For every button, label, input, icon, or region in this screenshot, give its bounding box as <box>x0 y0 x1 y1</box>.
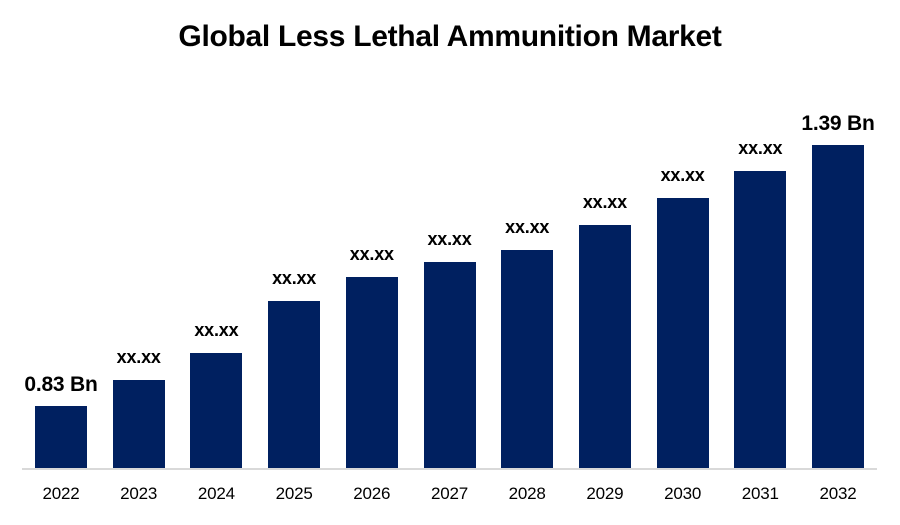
x-axis-tick-2025: 2025 <box>275 484 313 503</box>
bar-2027 <box>423 262 476 468</box>
x-axis-tick-2030: 2030 <box>664 484 702 503</box>
bar-value-placeholder-2027: xx.xx <box>427 229 472 249</box>
bar-2023 <box>112 380 165 468</box>
bar-value-label-2022: 0.83 Bn <box>24 373 98 396</box>
bar-2022 <box>35 406 87 468</box>
bar-2031 <box>734 171 787 468</box>
bar-value-placeholder-2028: xx.xx <box>505 217 550 237</box>
x-axis-tick-2029: 2029 <box>586 484 624 503</box>
bar-2025 <box>268 301 321 468</box>
bar-2029 <box>578 225 631 468</box>
bar-2028 <box>501 250 554 468</box>
x-axis-tick-2027: 2027 <box>430 484 469 503</box>
bar-value-placeholder-2026: xx.xx <box>349 244 394 264</box>
x-axis-tick-2031: 2031 <box>741 484 779 503</box>
x-axis-tick-2028: 2028 <box>508 484 546 503</box>
chart-title: Global Less Lethal Ammunition Market <box>178 20 722 53</box>
x-axis-tick-2023: 2023 <box>120 484 158 503</box>
x-axis-tick-2024: 2024 <box>197 484 235 503</box>
bar-value-placeholder-2030: xx.xx <box>660 165 705 185</box>
x-axis-line <box>22 468 877 470</box>
x-axis-tick-2026: 2026 <box>353 484 391 503</box>
bar-value-label-2032: 1.39 Bn <box>801 112 875 135</box>
bar-value-placeholder-2024: xx.xx <box>194 320 239 340</box>
bar-2032 <box>812 145 864 468</box>
bar-2026 <box>345 277 398 468</box>
bar-2030 <box>656 198 709 468</box>
bar-value-placeholder-2025: xx.xx <box>272 268 317 288</box>
bar-2024 <box>190 353 243 468</box>
bar-value-placeholder-2029: xx.xx <box>582 192 627 212</box>
bar-value-placeholder-2031: xx.xx <box>738 138 783 158</box>
x-axis-tick-2022: 2022 <box>42 484 80 503</box>
bar-value-placeholder-2023: xx.xx <box>116 347 161 367</box>
x-axis-tick-2032: 2032 <box>819 484 857 503</box>
